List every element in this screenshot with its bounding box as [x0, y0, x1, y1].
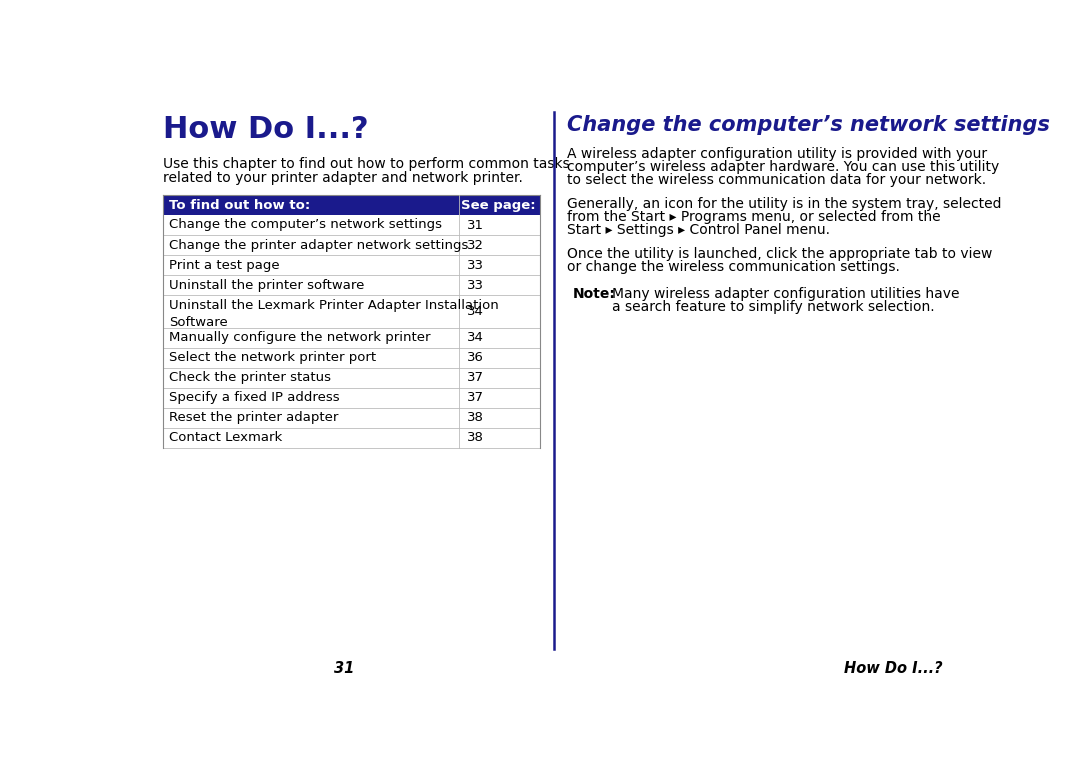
- Bar: [163, 428, 540, 448]
- Text: Contact Lexmark: Contact Lexmark: [170, 431, 282, 444]
- Text: or change the wireless communication settings.: or change the wireless communication set…: [567, 260, 900, 274]
- Bar: [163, 388, 540, 408]
- Bar: [163, 276, 540, 296]
- Text: 37: 37: [467, 371, 484, 384]
- Text: 31: 31: [467, 219, 484, 232]
- Bar: [163, 368, 540, 388]
- Text: to select the wireless communication data for your network.: to select the wireless communication dat…: [567, 173, 986, 187]
- Text: How Do I...?: How Do I...?: [163, 114, 368, 143]
- Text: Once the utility is launched, click the appropriate tab to view: Once the utility is launched, click the …: [567, 247, 993, 261]
- Bar: [163, 216, 540, 235]
- Bar: [163, 347, 540, 368]
- Bar: [163, 195, 540, 216]
- Bar: [163, 408, 540, 428]
- Text: 36: 36: [467, 351, 484, 364]
- Text: Use this chapter to find out how to perform common tasks: Use this chapter to find out how to perf…: [163, 157, 569, 171]
- Text: related to your printer adapter and network printer.: related to your printer adapter and netw…: [163, 171, 523, 184]
- Text: Change the computer’s network settings: Change the computer’s network settings: [567, 114, 1050, 135]
- Bar: [163, 296, 540, 328]
- Text: See page:: See page:: [461, 199, 536, 212]
- Text: A wireless adapter configuration utility is provided with your: A wireless adapter configuration utility…: [567, 147, 987, 161]
- Text: 31: 31: [334, 661, 354, 676]
- Text: computer’s wireless adapter hardware. You can use this utility: computer’s wireless adapter hardware. Yo…: [567, 160, 999, 174]
- Text: 38: 38: [467, 431, 484, 444]
- Bar: [163, 255, 540, 276]
- Text: 33: 33: [467, 279, 484, 292]
- Text: 34: 34: [467, 305, 484, 319]
- Text: 38: 38: [467, 411, 484, 424]
- Text: Specify a fixed IP address: Specify a fixed IP address: [170, 391, 340, 404]
- Bar: [163, 235, 540, 255]
- Text: Check the printer status: Check the printer status: [170, 371, 332, 384]
- Text: Reset the printer adapter: Reset the printer adapter: [170, 411, 338, 424]
- Text: 34: 34: [467, 331, 484, 344]
- Text: Uninstall the Lexmark Printer Adapter Installation
Software: Uninstall the Lexmark Printer Adapter In…: [170, 299, 499, 329]
- Text: To find out how to:: To find out how to:: [170, 199, 310, 212]
- Text: How Do I...?: How Do I...?: [843, 661, 943, 676]
- Text: Uninstall the printer software: Uninstall the printer software: [170, 279, 364, 292]
- Text: from the Start ▸ Programs menu, or selected from the: from the Start ▸ Programs menu, or selec…: [567, 210, 941, 224]
- Text: a search feature to simplify network selection.: a search feature to simplify network sel…: [611, 300, 934, 314]
- Text: Select the network printer port: Select the network printer port: [170, 351, 376, 364]
- Text: Generally, an icon for the utility is in the system tray, selected: Generally, an icon for the utility is in…: [567, 197, 1001, 211]
- Text: Manually configure the network printer: Manually configure the network printer: [170, 331, 431, 344]
- Bar: [163, 328, 540, 347]
- Text: 37: 37: [467, 392, 484, 405]
- Text: 33: 33: [467, 259, 484, 272]
- Text: Start ▸ Settings ▸ Control Panel menu.: Start ▸ Settings ▸ Control Panel menu.: [567, 223, 829, 237]
- Text: Note:: Note:: [572, 287, 616, 301]
- Text: Print a test page: Print a test page: [170, 258, 280, 271]
- Text: 32: 32: [467, 239, 484, 252]
- Text: Change the computer’s network settings: Change the computer’s network settings: [170, 219, 442, 232]
- Text: Many wireless adapter configuration utilities have: Many wireless adapter configuration util…: [611, 287, 959, 301]
- Text: Change the printer adapter network settings: Change the printer adapter network setti…: [170, 239, 469, 251]
